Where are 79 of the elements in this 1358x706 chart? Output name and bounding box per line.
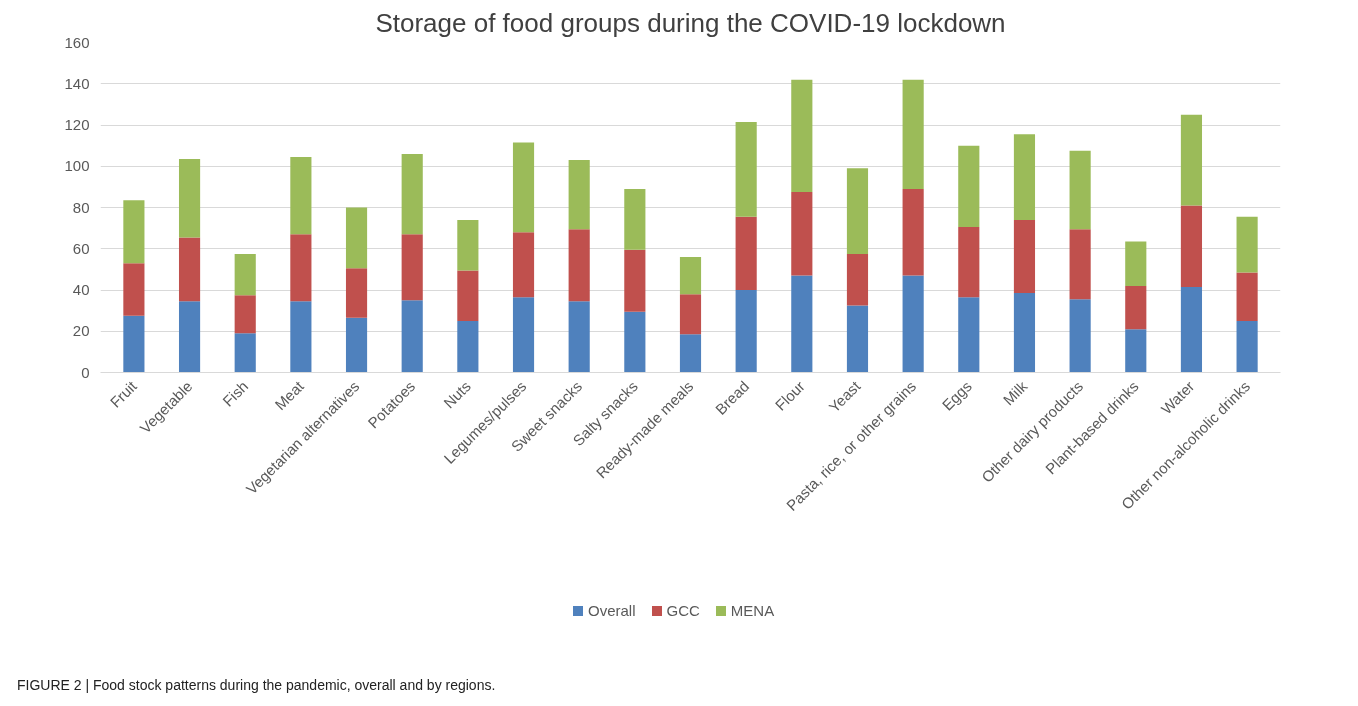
chart-title: Storage of food groups during the COVID-19 lockdown xyxy=(375,7,1006,38)
bar xyxy=(345,207,368,269)
bar xyxy=(234,253,256,296)
bar xyxy=(846,253,869,306)
bar xyxy=(290,156,312,235)
bar xyxy=(512,232,535,298)
bar xyxy=(735,216,757,290)
bar xyxy=(1236,272,1258,321)
y-tick-label: 40 xyxy=(72,281,90,298)
bar xyxy=(958,297,980,373)
bar xyxy=(846,168,869,254)
bar xyxy=(958,227,980,298)
bar xyxy=(290,234,312,302)
bar xyxy=(512,142,535,233)
bar xyxy=(1013,293,1036,373)
bar xyxy=(123,315,145,373)
bar xyxy=(178,301,201,373)
bar xyxy=(568,301,590,373)
y-tick-label: 140 xyxy=(64,74,90,92)
bar xyxy=(345,317,368,373)
bar xyxy=(624,311,646,373)
bar xyxy=(568,229,590,302)
caption: FIGURE 2 | Food stock patterns during the pandemic, overall and by regions. xyxy=(17,676,496,695)
bar xyxy=(791,192,813,276)
bar xyxy=(290,301,312,373)
bar xyxy=(679,294,702,335)
bar xyxy=(624,188,646,250)
y-tick-label: 80 xyxy=(72,198,90,216)
bar xyxy=(123,200,145,264)
bar xyxy=(457,320,479,373)
x-tick-label: Milk xyxy=(999,377,1031,409)
bar xyxy=(1236,216,1258,273)
bar xyxy=(1125,241,1147,286)
bar xyxy=(1013,219,1036,294)
bar xyxy=(958,145,980,228)
y-tick-label: 60 xyxy=(72,239,90,257)
y-tick-label: 160 xyxy=(64,33,90,51)
y-tick-label: 0 xyxy=(81,363,90,381)
bar xyxy=(123,263,145,316)
bar xyxy=(345,268,368,318)
bar xyxy=(1125,329,1147,373)
y-tick-label: 100 xyxy=(64,157,90,175)
bar xyxy=(735,121,757,217)
bar xyxy=(178,159,201,238)
bar xyxy=(401,300,423,373)
bar xyxy=(902,275,924,373)
bar xyxy=(178,237,201,302)
bar xyxy=(846,305,869,373)
bar xyxy=(1180,286,1203,373)
bar xyxy=(568,160,590,230)
bar xyxy=(679,334,702,373)
bar xyxy=(1125,285,1147,330)
legend-label: MENA xyxy=(729,601,775,621)
bar xyxy=(791,79,813,193)
bar xyxy=(902,79,924,189)
bar xyxy=(401,234,423,301)
bar xyxy=(791,275,813,373)
bar xyxy=(1069,229,1091,300)
bar xyxy=(457,270,479,321)
bar xyxy=(1180,114,1203,206)
bar xyxy=(679,257,702,295)
y-tick-label: 120 xyxy=(64,116,90,133)
legend-label: GCC xyxy=(665,601,700,621)
bar xyxy=(624,249,646,312)
bar xyxy=(234,295,256,334)
bar xyxy=(1069,299,1091,373)
x-tick-label: Fish xyxy=(219,377,252,410)
bar xyxy=(401,153,423,235)
legend-label: Overall xyxy=(587,601,636,621)
bar xyxy=(234,333,256,373)
bar xyxy=(1069,150,1091,230)
bar xyxy=(1180,205,1203,287)
bar xyxy=(1236,320,1258,373)
y-tick-label: 20 xyxy=(72,322,90,340)
bar xyxy=(902,188,924,276)
bar xyxy=(457,219,479,271)
bar xyxy=(1013,134,1036,220)
bar xyxy=(735,290,757,373)
bar xyxy=(512,297,535,373)
